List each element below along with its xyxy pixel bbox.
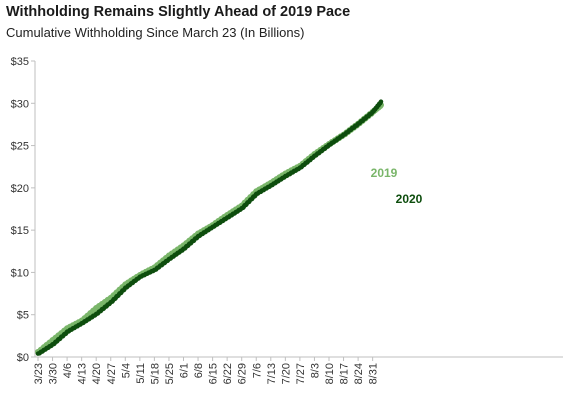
- chart-title: Withholding Remains Slightly Ahead of 20…: [6, 4, 351, 20]
- x-tick-label: 8/17: [339, 363, 351, 384]
- x-tick-label: 7/27: [295, 363, 307, 384]
- y-tick-label: $30: [11, 98, 29, 110]
- series-label-2020: 2020: [396, 192, 423, 206]
- series-label-2019: 2019: [371, 166, 398, 180]
- x-tick-label: 6/22: [222, 363, 234, 384]
- x-tick-label: 8/24: [353, 363, 365, 384]
- y-tick-label: $20: [11, 183, 29, 195]
- y-tick-label: $15: [11, 225, 29, 237]
- y-tick-label: $35: [11, 56, 29, 68]
- y-tick-label: $0: [17, 352, 29, 364]
- x-tick-label: 7/13: [266, 363, 278, 384]
- series-line-2020: [35, 99, 384, 356]
- y-tick-label: $10: [11, 267, 29, 279]
- x-tick-label: 4/20: [91, 363, 103, 384]
- y-tick-label: $25: [11, 141, 29, 153]
- x-tick-label: 5/4: [120, 363, 132, 378]
- x-tick-label: 6/1: [179, 363, 191, 378]
- chart-series: [35, 99, 384, 356]
- x-tick-label: 4/27: [106, 363, 118, 384]
- x-tick-label: 5/11: [135, 363, 147, 384]
- y-tick-label: $5: [17, 310, 29, 322]
- x-tick-label: 6/15: [208, 363, 220, 384]
- x-tick-label: 7/6: [251, 363, 263, 378]
- x-tick-label: 8/3: [309, 363, 321, 378]
- x-tick-label: 5/18: [149, 363, 161, 384]
- chart-subtitle: Cumulative Withholding Since March 23 (I…: [6, 25, 305, 40]
- x-tick-label: 7/20: [280, 363, 292, 384]
- chart-labels: 2019 2020: [371, 166, 423, 206]
- x-tick-label: 4/13: [77, 363, 89, 384]
- x-tick-label: 3/23: [33, 363, 45, 384]
- x-tick-label: 6/29: [237, 363, 249, 384]
- x-tick-label: 6/8: [193, 363, 205, 378]
- x-tick-label: 4/6: [62, 363, 74, 378]
- x-tick-label: 8/31: [368, 363, 380, 384]
- x-tick-label: 8/10: [324, 363, 336, 384]
- x-tick-label: 5/25: [164, 363, 176, 384]
- x-tick-label: 3/30: [48, 363, 60, 384]
- chart-axes: $0$5$10$15$20$25$30$353/23 3/30 4/6 4/13 4/2…: [11, 56, 563, 384]
